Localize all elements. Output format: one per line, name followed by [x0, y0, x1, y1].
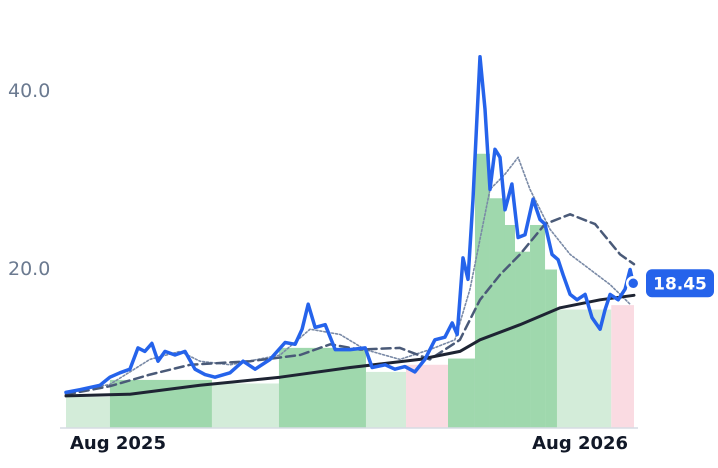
- range-bar: [109, 379, 212, 428]
- dashed-line: [64, 213, 636, 396]
- range-bar: [530, 224, 546, 428]
- range-bar: [515, 251, 531, 428]
- range-bar: [278, 347, 366, 428]
- last-price-badge: [646, 269, 714, 298]
- range-bar: [406, 364, 449, 428]
- x-tick-label: Aug 2026: [532, 433, 628, 454]
- range-bar: [556, 309, 612, 428]
- last-price-dot: [625, 276, 641, 291]
- range-bar: [365, 371, 407, 428]
- range-bar: [504, 224, 516, 428]
- y-tick-label: 40.0: [8, 80, 50, 102]
- range-bar: [489, 198, 505, 428]
- price-line: [64, 54, 635, 395]
- y-tick-label: 20.0: [8, 258, 50, 280]
- range-bar: [66, 396, 110, 428]
- range-bar: [611, 305, 634, 428]
- x-tick-label: Aug 2025: [70, 433, 166, 454]
- last-price-label: 18.45: [653, 274, 707, 294]
- range-bar: [448, 358, 475, 428]
- range-bar: [545, 269, 557, 428]
- solid-line: [64, 293, 636, 398]
- range-bar: [474, 153, 490, 428]
- range-bar: [211, 383, 279, 428]
